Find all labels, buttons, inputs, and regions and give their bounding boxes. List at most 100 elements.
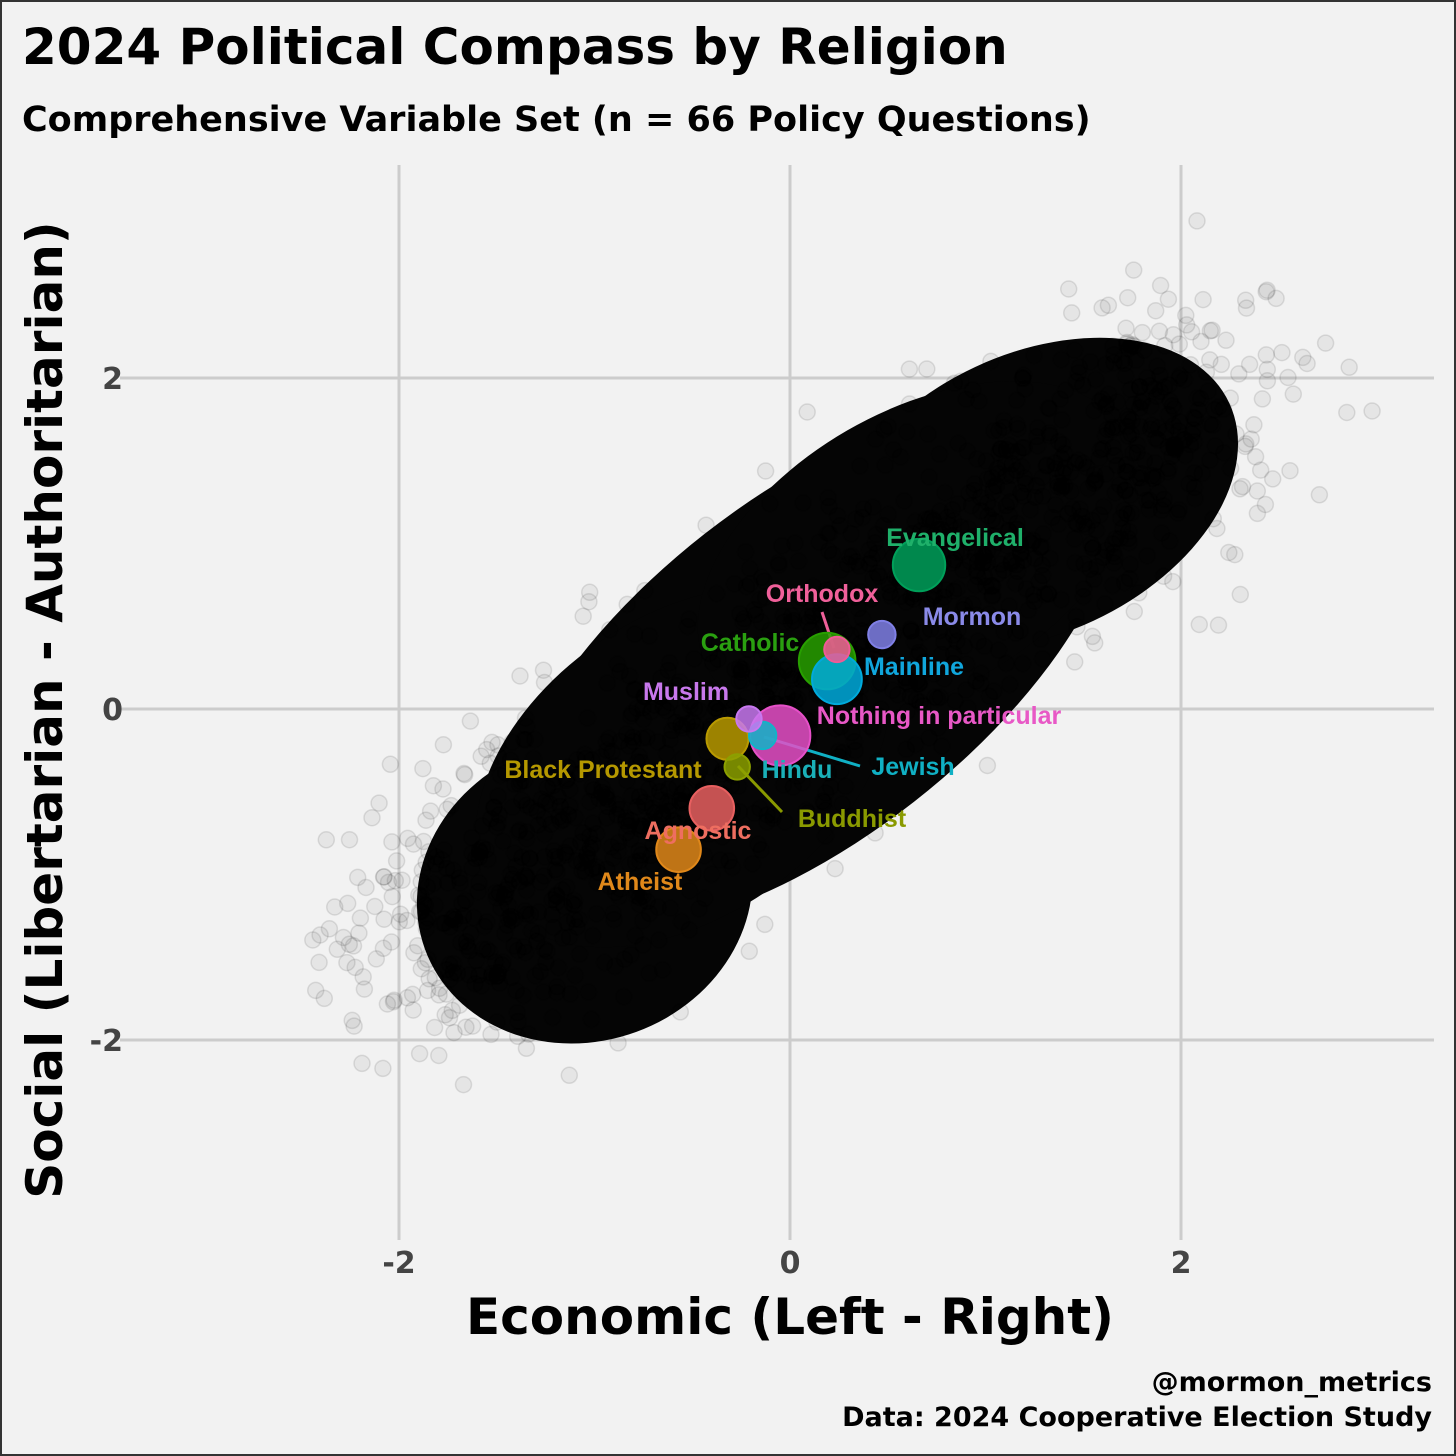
respondent-point xyxy=(1148,303,1164,319)
respondent-point xyxy=(1100,297,1116,313)
respondent-point xyxy=(1213,356,1229,372)
respondent-point xyxy=(335,930,351,946)
respondent-point xyxy=(585,928,601,944)
respondent-point xyxy=(1280,370,1296,386)
respondent-point xyxy=(931,446,947,462)
respondent-point xyxy=(556,898,572,914)
respondent-point xyxy=(1064,305,1080,321)
respondent-point xyxy=(1207,438,1223,454)
respondent-point xyxy=(637,583,653,599)
respondent-point xyxy=(953,373,969,389)
respondent-point xyxy=(597,954,613,970)
respondent-point xyxy=(991,423,1007,439)
respondent-point xyxy=(1104,422,1120,438)
respondent-point xyxy=(574,855,590,871)
respondent-point xyxy=(791,553,807,569)
respondent-point xyxy=(452,997,468,1013)
respondent-point xyxy=(473,978,489,994)
respondent-point xyxy=(903,623,919,639)
respondent-point xyxy=(920,426,936,442)
respondent-point xyxy=(512,822,528,838)
respondent-point xyxy=(990,461,1006,477)
respondent-point xyxy=(745,856,761,872)
respondent-point xyxy=(1002,494,1018,510)
respondent-point xyxy=(991,566,1007,582)
respondent-point xyxy=(1243,431,1259,447)
respondent-point xyxy=(970,569,986,585)
respondent-point xyxy=(382,756,398,772)
respondent-point xyxy=(762,679,778,695)
respondent-point xyxy=(738,544,754,560)
label-evangelical: Evangelical xyxy=(886,524,1024,552)
respondent-point xyxy=(1364,403,1380,419)
respondent-point xyxy=(471,875,487,891)
respondent-point xyxy=(976,638,992,654)
respondent-point xyxy=(427,1020,443,1036)
respondent-point xyxy=(650,899,666,915)
respondent-point xyxy=(1183,357,1199,373)
respondent-point xyxy=(1042,550,1058,566)
respondent-point xyxy=(355,969,371,985)
x-tick-label-2: 2 xyxy=(1171,1246,1192,1281)
y-tick-label-2: 2 xyxy=(102,362,123,397)
label-agnostic: Agnostic xyxy=(645,817,752,845)
respondent-point xyxy=(681,611,697,627)
respondent-point xyxy=(1195,292,1211,308)
respondent-point xyxy=(672,1004,688,1020)
label-mormon: Mormon xyxy=(923,603,1022,631)
respondent-point xyxy=(416,834,432,850)
respondent-point xyxy=(606,912,622,928)
respondent-point xyxy=(439,801,455,817)
respondent-point xyxy=(610,1035,626,1051)
respondent-point xyxy=(1026,348,1042,364)
respondent-point xyxy=(732,606,748,622)
respondent-point xyxy=(921,469,937,485)
respondent-point xyxy=(489,819,505,835)
respondent-point xyxy=(1246,417,1262,433)
respondent-point xyxy=(758,463,774,479)
respondent-point xyxy=(1318,335,1334,351)
respondent-point xyxy=(476,918,492,934)
respondent-point xyxy=(1232,587,1248,603)
respondent-point xyxy=(616,989,632,1005)
respondent-point xyxy=(844,548,860,564)
x-tick-label-1: 0 xyxy=(780,1246,801,1281)
respondent-point xyxy=(919,361,935,377)
respondent-point xyxy=(1179,317,1195,333)
respondent-point xyxy=(602,622,618,638)
respondent-point xyxy=(785,671,801,687)
respondent-point xyxy=(682,883,698,899)
respondent-point xyxy=(1135,393,1151,409)
respondent-point xyxy=(305,932,321,948)
respondent-point xyxy=(405,1002,421,1018)
respondent-point xyxy=(1198,364,1214,380)
respondent-point xyxy=(1258,347,1274,363)
respondent-point xyxy=(538,794,554,810)
respondent-point xyxy=(342,832,358,848)
respondent-point xyxy=(1134,325,1150,341)
respondent-point xyxy=(1009,417,1025,433)
respondent-point xyxy=(1122,556,1138,572)
respondent-point xyxy=(523,800,539,816)
respondent-point xyxy=(575,825,591,841)
respondent-point xyxy=(468,953,484,969)
respondent-point xyxy=(741,943,757,959)
respondent-point xyxy=(1082,561,1098,577)
respondent-point xyxy=(567,968,583,984)
respondent-point xyxy=(985,484,1001,500)
respondent-point xyxy=(425,778,441,794)
respondent-point xyxy=(635,913,651,929)
respondent-point xyxy=(971,393,987,409)
respondent-point xyxy=(1176,372,1192,388)
respondent-point xyxy=(512,668,528,684)
respondent-point xyxy=(843,526,859,542)
respondent-point xyxy=(764,656,780,672)
label-black-protestant: Black Protestant xyxy=(504,756,702,784)
respondent-point xyxy=(738,657,754,673)
respondent-point xyxy=(435,737,451,753)
respondent-point xyxy=(1181,476,1197,492)
respondent-point xyxy=(833,612,849,628)
respondent-point xyxy=(627,682,643,698)
respondent-point xyxy=(575,608,591,624)
respondent-point xyxy=(1120,428,1136,444)
